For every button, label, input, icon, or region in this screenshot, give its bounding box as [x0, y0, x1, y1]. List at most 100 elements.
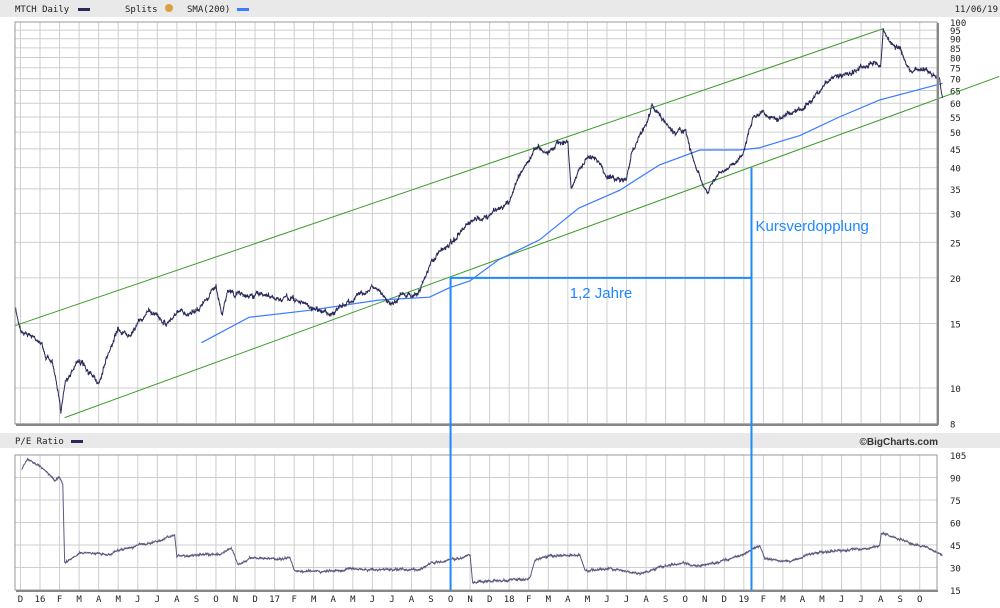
splits-coin-icon	[165, 4, 173, 12]
y-tick-label: 15	[950, 321, 961, 331]
y-tick-label: 40	[950, 165, 961, 175]
pe-axis: 15 30 45 60 75 90 105	[950, 452, 966, 597]
y-tick-label: 90	[950, 36, 961, 46]
x-tick-label: S	[428, 595, 433, 605]
x-tick-label: S	[897, 595, 902, 605]
trend-line	[64, 75, 1000, 419]
symbol-legend-label: MTCH Daily	[15, 5, 70, 15]
x-tick-label: O	[213, 595, 218, 605]
x-tick-label: F	[526, 595, 531, 605]
y-tick-label: 30	[950, 210, 961, 220]
x-tick-label: 16	[35, 595, 46, 605]
y-tick-label: 95	[950, 27, 961, 37]
y-tick-label: 70	[950, 76, 961, 86]
x-tick-label: A	[878, 595, 884, 605]
x-tick-label: M	[585, 595, 591, 605]
price-grid	[15, 21, 937, 424]
y-tick-label: 80	[950, 54, 961, 64]
x-tick-label: N	[233, 595, 238, 605]
x-tick-label: O	[448, 595, 453, 605]
x-tick-label: J	[858, 595, 863, 605]
y-tick-label: 35	[950, 186, 961, 196]
y-tick-label: 85	[950, 45, 961, 55]
price-legend-swatch	[78, 8, 90, 11]
x-tick-label: N	[467, 595, 472, 605]
pe-header-bar	[0, 433, 1000, 448]
x-tick-label: A	[331, 595, 337, 605]
x-tick-label: M	[780, 595, 786, 605]
x-tick-label: A	[409, 595, 415, 605]
x-tick-label: D	[722, 595, 727, 605]
x-tick-label: S	[194, 595, 199, 605]
pe-tick-label: 30	[950, 565, 961, 575]
bigcharts-credit[interactable]: ©BigCharts.com	[860, 437, 939, 448]
x-tick-label: J	[370, 595, 375, 605]
pe-tick-label: 45	[950, 542, 961, 552]
y-tick-label: 50	[950, 129, 961, 139]
y-tick-label: 45	[950, 146, 961, 156]
x-tick-label: J	[839, 595, 844, 605]
x-tick-label: 19	[738, 595, 749, 605]
sma-legend-label: SMA(200)	[187, 5, 230, 15]
y-tick-label: 25	[950, 239, 961, 249]
y-tick-label: 100	[950, 19, 966, 29]
x-tick-label: 17	[269, 595, 280, 605]
x-tick-label: F	[291, 595, 296, 605]
x-tick-label: A	[565, 595, 571, 605]
x-tick-label: D	[252, 595, 257, 605]
x-tick-label: A	[174, 595, 180, 605]
y-tick-label: 75	[950, 65, 961, 75]
x-tick-label: D	[487, 595, 492, 605]
x-tick-label: J	[604, 595, 609, 605]
pe-grid	[15, 454, 937, 591]
x-tick-label: O	[917, 595, 922, 605]
x-tick-label: M	[350, 595, 356, 605]
annotation-layer: 1,2 Jahre Kursverdopplung	[449, 167, 869, 590]
pe-ratio-line	[21, 457, 943, 585]
pe-tick-label: 15	[950, 587, 961, 597]
x-tick-label: M	[311, 595, 317, 605]
duration-label: 1,2 Jahre	[570, 285, 633, 302]
pe-tick-label: 75	[950, 497, 961, 507]
x-tick-label: J	[624, 595, 629, 605]
x-tick-label: S	[663, 595, 668, 605]
y-tick-label: 60	[950, 100, 961, 110]
x-tick-label: J	[389, 595, 394, 605]
x-tick-label: F	[57, 595, 62, 605]
trend-line	[14, 28, 885, 327]
x-tick-label: M	[76, 595, 82, 605]
x-tick-label: 18	[504, 595, 515, 605]
pe-tick-label: 105	[950, 452, 966, 462]
trend-channel	[14, 28, 1000, 419]
x-tick-label: M	[819, 595, 825, 605]
month-axis: D 16 F M A M J J A S O N D 17 F M A M J J A S O N D 18 F M A M J J A S O N D…	[18, 595, 923, 605]
x-tick-label: M	[115, 595, 121, 605]
x-tick-label: A	[96, 595, 102, 605]
x-tick-label: A	[800, 595, 806, 605]
x-tick-label: A	[643, 595, 649, 605]
price-line	[14, 28, 943, 414]
pe-tick-label: 60	[950, 520, 961, 530]
pe-legend-label: P/E Ratio	[15, 437, 64, 447]
doubling-label: Kursverdopplung	[755, 218, 868, 235]
x-tick-label: J	[135, 595, 140, 605]
x-tick-label: O	[682, 595, 687, 605]
x-tick-label: M	[546, 595, 552, 605]
y-tick-label: 10	[950, 385, 961, 395]
x-tick-label: D	[18, 595, 23, 605]
sma-legend-swatch	[237, 8, 249, 11]
y-tick-label: 20	[950, 275, 961, 285]
y-tick-label: 8	[950, 420, 955, 430]
y-tick-label: 55	[950, 114, 961, 124]
pe-legend-swatch	[71, 440, 83, 443]
chart-date: 11/06/19	[955, 5, 998, 15]
pe-tick-label: 90	[950, 475, 961, 485]
price-axis: 8101520253035404550556065707580859095100	[950, 19, 966, 430]
x-tick-label: J	[155, 595, 160, 605]
splits-legend-label: Splits	[125, 5, 158, 15]
sma-200-line	[201, 82, 943, 344]
x-tick-label: F	[761, 595, 766, 605]
x-tick-label: N	[702, 595, 707, 605]
header-bar	[0, 0, 1000, 17]
